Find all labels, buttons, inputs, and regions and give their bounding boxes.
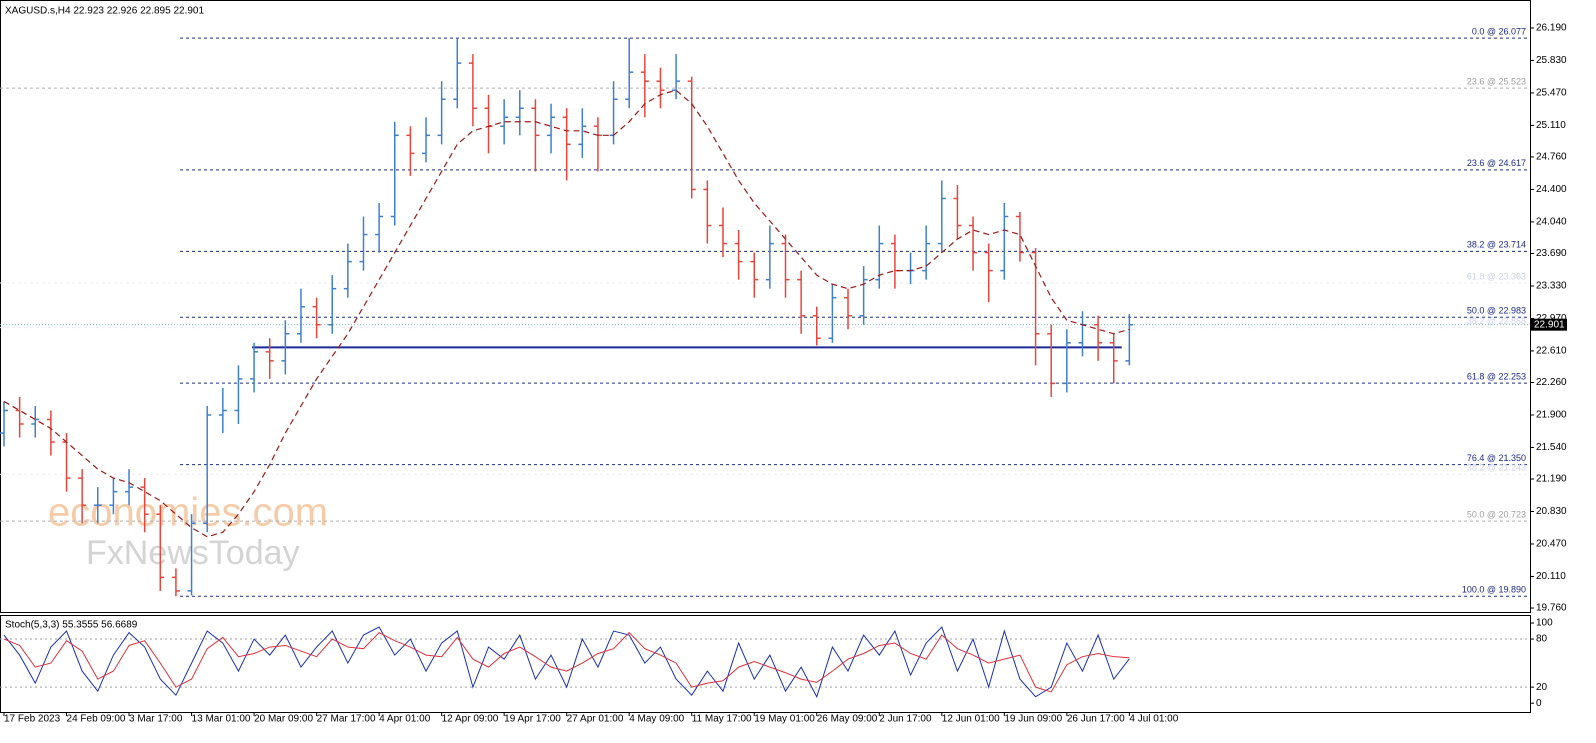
x-tick-label: 13 Mar 01:00: [192, 714, 251, 725]
y-tick-label: 19.760: [1536, 603, 1567, 614]
y-tick-label: 25.470: [1536, 88, 1567, 99]
x-tick-label: 19 Apr 17:00: [504, 714, 561, 725]
fib-label: 38.2 @ 23.714: [1467, 240, 1526, 250]
current-price-label: 22.901: [1534, 319, 1565, 330]
fib-label: 38.2 @ 21.243: [1467, 463, 1526, 473]
watermark: economies.com: [48, 491, 328, 535]
y-tick-label: 0: [1536, 698, 1542, 709]
y-tick-label: 23.690: [1536, 248, 1567, 259]
y-tick-label: 21.540: [1536, 442, 1567, 453]
y-tick-label: 20.830: [1536, 506, 1567, 517]
fib-label: 50.0 @ 22.983: [1467, 306, 1526, 316]
fib-label: 61.8 @ 23.363: [1467, 271, 1526, 281]
x-tick-label: 11 May 17:00: [692, 714, 752, 725]
y-tick-label: 24.040: [1536, 217, 1567, 228]
x-tick-label: 17 Feb 2023: [4, 714, 61, 725]
fib-label: 23.6 @ 25.523: [1467, 77, 1526, 87]
x-tick-label: 27 Apr 01:00: [567, 714, 624, 725]
stoch-panel: [0, 615, 1531, 713]
y-tick-label: 25.110: [1536, 120, 1566, 131]
y-tick-label: 24.760: [1536, 152, 1567, 163]
fib-label: 76.4 @ 21.350: [1467, 453, 1526, 463]
y-tick-label: 20.470: [1536, 539, 1567, 550]
fib-label: 38.2 @ 22.868: [1467, 316, 1526, 326]
fib-label: 23.6 @ 24.617: [1467, 158, 1526, 168]
x-tick-label: 19 Jun 09:00: [1004, 714, 1062, 725]
y-tick-label: 22.610: [1536, 346, 1567, 357]
x-tick-label: 4 Apr 01:00: [379, 714, 431, 725]
x-tick-label: 2 Jun 17:00: [879, 714, 932, 725]
fib-label: 61.8 @ 22.253: [1467, 372, 1526, 382]
chart-title: XAGUSD.s,H4 22.923 22.926 22.895 22.901: [5, 6, 204, 17]
x-tick-label: 24 Feb 09:00: [67, 714, 126, 725]
y-tick-label: 26.190: [1536, 23, 1567, 34]
stoch-line: [3, 631, 1130, 693]
watermark: FxNewsToday: [86, 534, 300, 572]
x-tick-label: 19 May 01:00: [754, 714, 815, 725]
y-tick-label: 24.400: [1536, 184, 1567, 195]
x-tick-label: 27 Mar 17:00: [317, 714, 376, 725]
stoch-title: Stoch(5,3,3) 55.3555 56.6689: [5, 620, 138, 631]
y-tick-label: 21.190: [1536, 474, 1567, 485]
x-tick-label: 12 Apr 09:00: [442, 714, 499, 725]
y-tick-label: 20: [1536, 682, 1548, 693]
fib-label: 100.0 @ 19.890: [1462, 585, 1526, 595]
y-tick-label: 22.260: [1536, 377, 1567, 388]
x-tick-label: 4 May 09:00: [629, 714, 684, 725]
stoch-line: [3, 626, 1130, 699]
y-tick-label: 80: [1536, 634, 1548, 645]
x-tick-label: 12 Jun 01:00: [942, 714, 1000, 725]
x-tick-label: 26 Jun 17:00: [1067, 714, 1125, 725]
y-tick-label: 100: [1536, 618, 1553, 629]
y-tick-label: 20.110: [1536, 571, 1566, 582]
x-tick-label: 4 Jul 01:00: [1129, 714, 1178, 725]
y-tick-label: 22.970: [1536, 313, 1567, 324]
current-price-box: [1531, 318, 1567, 331]
fib-label: 50.0 @ 20.723: [1467, 510, 1526, 520]
y-tick-label: 25.830: [1536, 55, 1567, 66]
price-panel: [0, 0, 1531, 613]
x-tick-label: 26 May 09:00: [817, 714, 878, 725]
y-tick-label: 23.330: [1536, 281, 1567, 292]
x-tick-label: 3 Mar 17:00: [129, 714, 183, 725]
y-tick-label: 21.900: [1536, 410, 1567, 421]
fib-label: 0.0 @ 26.077: [1472, 27, 1526, 37]
moving-average: [3, 89, 1130, 538]
x-tick-label: 20 Mar 09:00: [254, 714, 313, 725]
